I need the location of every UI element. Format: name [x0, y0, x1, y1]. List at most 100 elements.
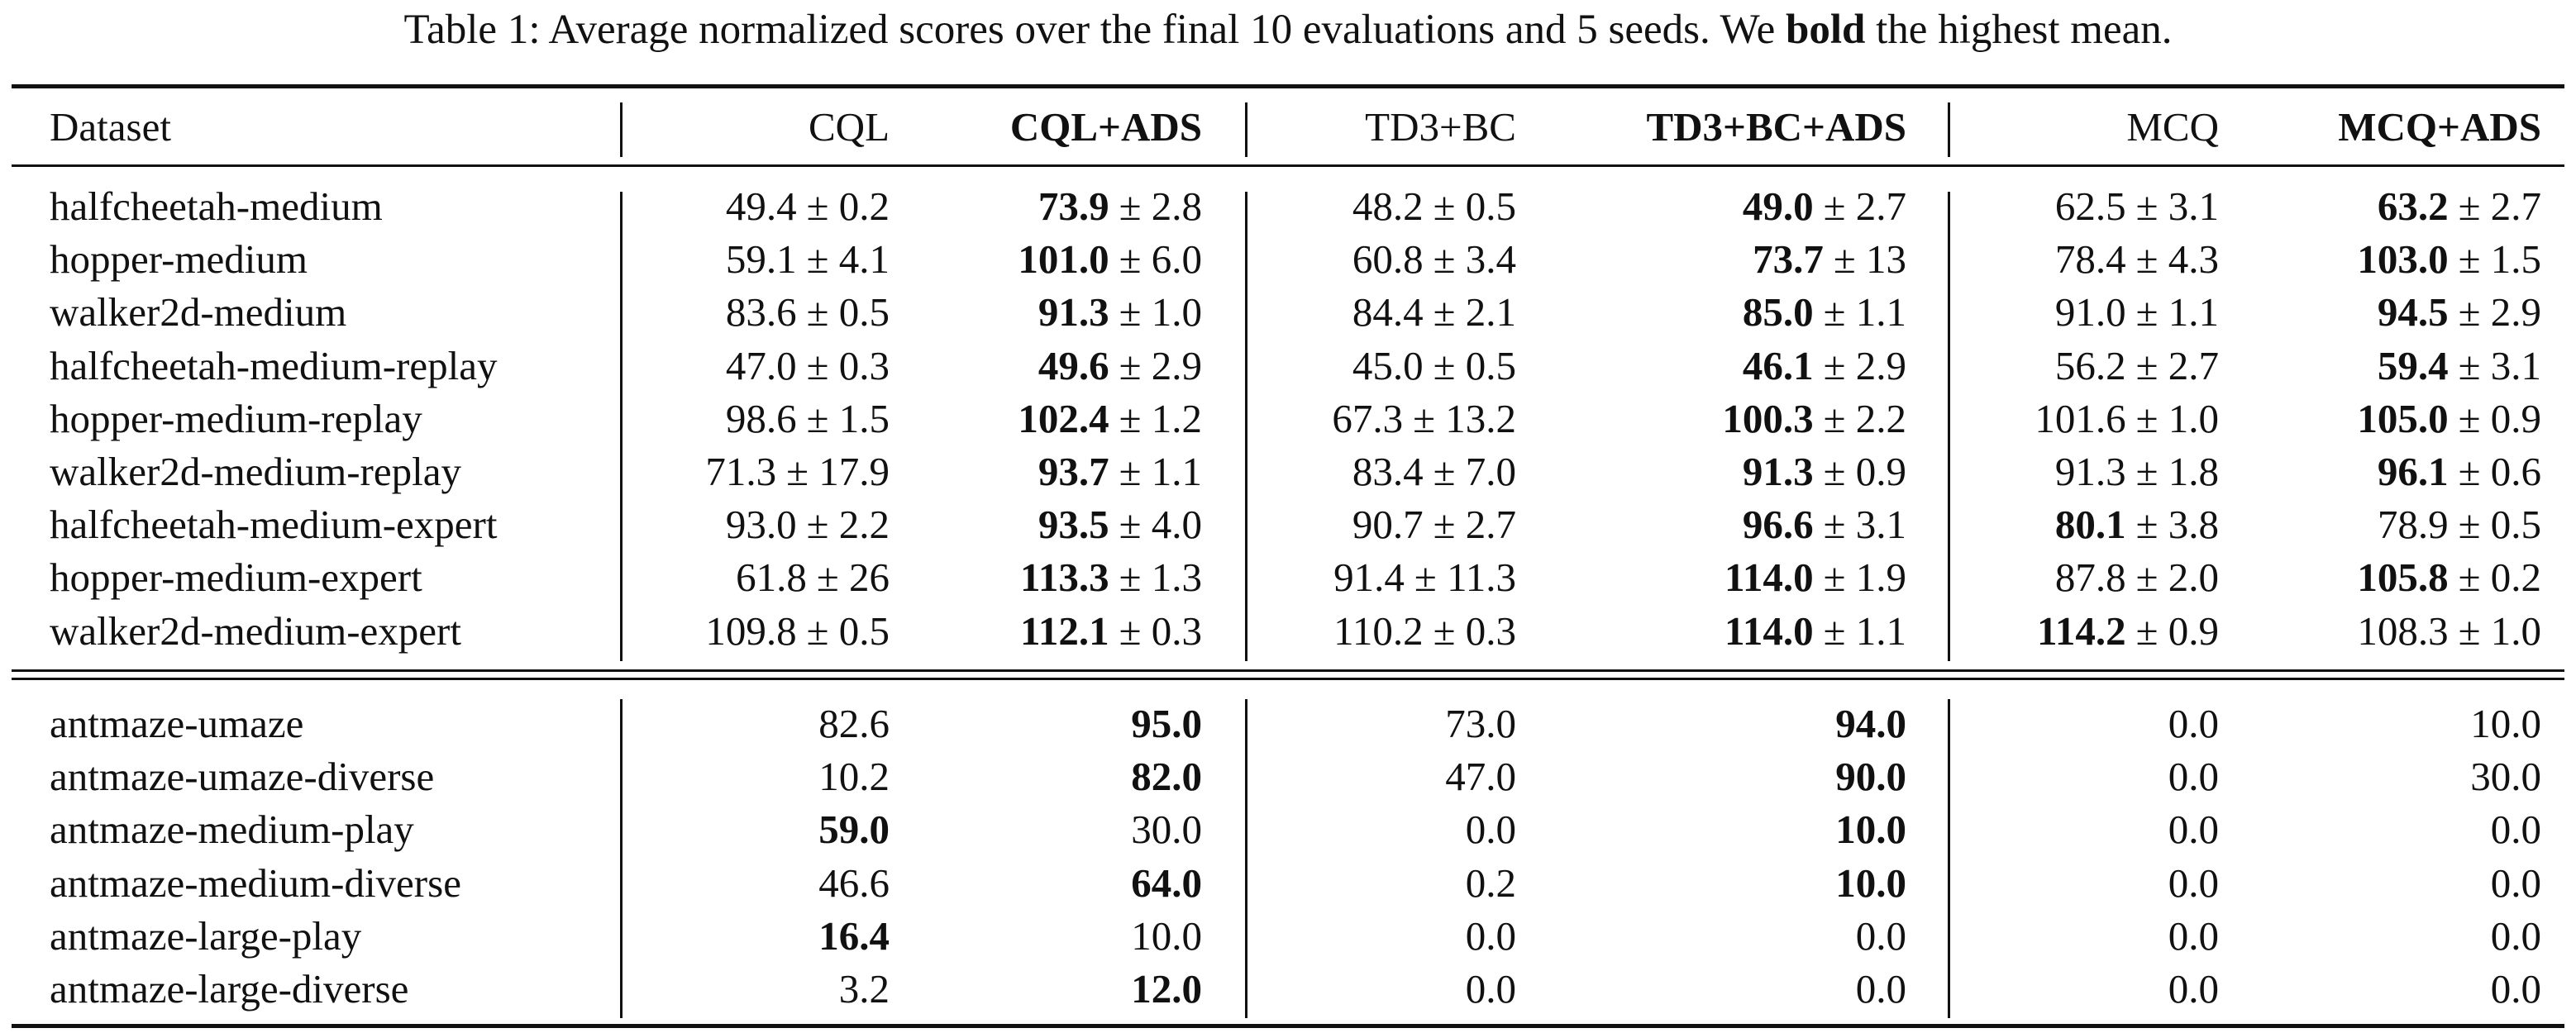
- mean: 0.0: [2168, 701, 2219, 746]
- dataset-name: halfcheetah-medium: [50, 183, 383, 229]
- mean: 73.9: [1038, 183, 1109, 229]
- column-separator: [1948, 699, 1950, 1018]
- column-separator: [620, 102, 623, 157]
- mean: 47.0: [1445, 754, 1516, 800]
- mean: 63.2: [2377, 183, 2449, 229]
- mean: 45.0: [1352, 342, 1424, 388]
- score-cell: 49.4 ± 0.2: [726, 180, 890, 233]
- score-cell: 0.0: [1466, 910, 1516, 963]
- mean: 71.3: [705, 449, 777, 494]
- std: ± 0.6: [2458, 449, 2541, 494]
- mean: 96.6: [1742, 502, 1814, 548]
- score-cell: 60.8 ± 3.4: [1352, 233, 1516, 286]
- column-separator: [1245, 102, 1247, 157]
- score-cell: 98.6 ± 1.5: [726, 393, 890, 445]
- std: ± 4.1: [806, 236, 890, 283]
- std: ± 11.3: [1414, 555, 1516, 601]
- mean: 0.0: [2490, 807, 2541, 853]
- mean: 91.0: [2054, 289, 2126, 336]
- mean: 91.3: [2054, 449, 2126, 494]
- dataset-name: antmaze-medium-diverse: [50, 859, 461, 906]
- mean: 0.0: [1855, 966, 1906, 1012]
- column-separator: [1245, 699, 1247, 1018]
- mean: 0.0: [1465, 912, 1516, 959]
- mean: 62.5: [2054, 183, 2126, 229]
- score-cell: 101.0 ± 6.0: [1018, 233, 1202, 286]
- mean: 59.4: [2377, 342, 2449, 388]
- mean: 84.4: [1352, 289, 1424, 336]
- mean: 82.6: [818, 701, 890, 746]
- score-cell: 0.0: [2168, 857, 2219, 910]
- mean: 60.8: [1352, 236, 1424, 283]
- mean: 98.6: [725, 395, 797, 441]
- dataset-name: halfcheetah-medium-expert: [50, 502, 498, 548]
- score-cell: 82.6: [818, 697, 890, 750]
- std: ± 0.5: [1433, 342, 1516, 388]
- std: ± 0.5: [1433, 183, 1516, 229]
- std: ± 2.9: [1823, 342, 1906, 388]
- mean: 64.0: [1131, 859, 1202, 906]
- score-cell: 78.4 ± 4.3: [2055, 233, 2219, 286]
- header-cell: TD3+BC+ADS: [1646, 104, 1906, 150]
- score-cell: 59.4 ± 3.1: [2378, 340, 2541, 393]
- mean: 90.0: [1835, 754, 1906, 800]
- std: ± 2.9: [1119, 342, 1202, 388]
- dataset-name: walker2d-medium-replay: [50, 449, 461, 494]
- dataset-name: antmaze-medium-play: [50, 807, 414, 853]
- score-cell: 114.2 ± 0.9: [2037, 605, 2219, 658]
- mean: 90.7: [1352, 502, 1424, 548]
- score-cell: 3.2: [839, 963, 890, 1016]
- score-cell: 64.0: [1131, 857, 1202, 910]
- dataset-name: antmaze-umaze: [50, 701, 304, 746]
- mean: 30.0: [2470, 754, 2541, 800]
- std: ± 0.5: [2458, 502, 2541, 548]
- std: ± 0.5: [806, 289, 890, 336]
- mean: 114.0: [1724, 607, 1814, 654]
- score-cell: 73.9 ± 2.8: [1038, 180, 1202, 233]
- column-separator: [1948, 192, 1950, 661]
- double-rule: [12, 678, 2564, 680]
- mean: 46.6: [818, 859, 890, 906]
- std: ± 26: [816, 555, 890, 601]
- mean: 112.1: [1020, 607, 1109, 654]
- std: ± 2.0: [2135, 555, 2219, 601]
- header-cell: CQL+ADS: [1009, 104, 1202, 150]
- header-cell: TD3+BC: [1365, 104, 1516, 150]
- dataset-name: hopper-medium-replay: [50, 395, 422, 441]
- score-cell: 71.3 ± 17.9: [705, 445, 890, 498]
- std: ± 3.1: [2135, 183, 2219, 229]
- mean: 0.0: [2168, 807, 2219, 853]
- score-cell: 108.3 ± 1.0: [2357, 605, 2541, 658]
- score-cell: 94.5 ± 2.9: [2378, 286, 2541, 339]
- mean: 83.6: [725, 289, 797, 336]
- score-cell: 96.6 ± 3.1: [1743, 498, 1906, 551]
- mean: 91.4: [1333, 555, 1405, 601]
- score-cell: 78.9 ± 0.5: [2378, 498, 2541, 551]
- std: ± 0.9: [2458, 395, 2541, 441]
- std: ± 13: [1833, 236, 1906, 283]
- caption-bold: bold: [1785, 7, 1866, 53]
- mean: 0.0: [1855, 912, 1906, 959]
- header-cell: CQL: [809, 104, 890, 150]
- mean: 113.3: [1020, 555, 1109, 601]
- score-cell: 109.8 ± 0.5: [705, 605, 890, 658]
- dataset-name: antmaze-large-play: [50, 912, 362, 959]
- mean: 91.3: [1038, 289, 1109, 336]
- mean: 78.4: [2054, 236, 2126, 283]
- mean: 16.4: [818, 912, 890, 959]
- score-cell: 0.0: [2168, 910, 2219, 963]
- score-cell: 101.6 ± 1.0: [2035, 393, 2219, 445]
- score-cell: 16.4: [818, 910, 890, 963]
- mean: 0.0: [2490, 912, 2541, 959]
- score-cell: 0.0: [2491, 857, 2541, 910]
- score-cell: 93.5 ± 4.0: [1038, 498, 1202, 551]
- mean: 93.7: [1038, 449, 1109, 494]
- score-cell: 91.4 ± 11.3: [1333, 551, 1516, 604]
- score-cell: 0.0: [2168, 963, 2219, 1016]
- std: ± 2.7: [2458, 183, 2541, 229]
- score-cell: 83.4 ± 7.0: [1352, 445, 1516, 498]
- caption-text: Table 1: Average normalized scores over …: [403, 7, 1776, 53]
- score-cell: 100.3 ± 2.2: [1722, 393, 1906, 445]
- column-separator: [1948, 102, 1950, 157]
- score-cell: 0.0: [1856, 910, 1906, 963]
